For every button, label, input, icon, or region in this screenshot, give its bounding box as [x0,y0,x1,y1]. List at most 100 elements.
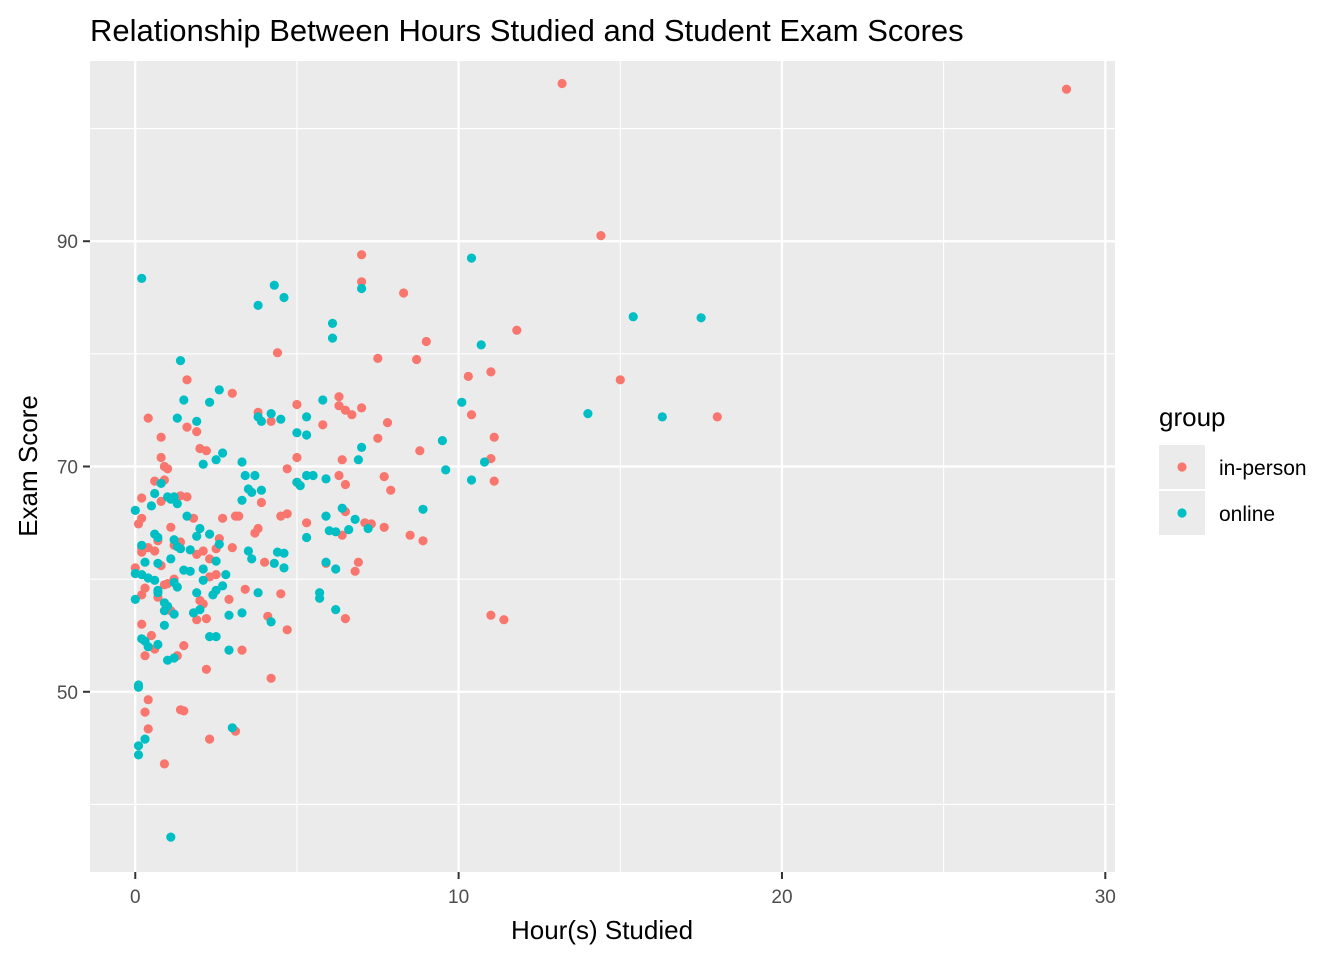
data-point [256,497,266,508]
data-point [334,470,344,481]
data-point [205,734,215,744]
data-point [260,557,270,567]
data-point [159,759,169,769]
data-point [253,588,263,598]
data-point [153,639,163,650]
data-point [169,609,179,619]
data-point [140,734,150,744]
data-point [357,283,367,294]
data-point [463,371,473,381]
data-point [363,523,373,534]
data-point [214,539,224,549]
data-point [159,606,169,616]
data-point [327,333,338,343]
data-point [302,470,312,481]
data-point [266,617,276,627]
data-point [218,448,228,458]
data-point [153,588,163,598]
data-point [192,531,202,541]
data-point [279,563,289,573]
data-point [247,487,257,497]
data-point [489,432,499,442]
data-point [628,312,638,322]
data-point [198,459,208,469]
data-point [227,543,237,553]
x-tick-label: 10 [448,887,469,908]
data-point [237,608,247,618]
data-point [357,250,367,260]
data-point [357,403,367,413]
data-point [405,530,415,540]
data-point [276,511,286,521]
data-point [353,455,363,465]
data-point [140,707,150,717]
data-point [156,432,166,442]
data-point [308,470,318,481]
y-tick-label: 70 [57,458,78,479]
series-online [130,253,706,842]
data-point [1061,84,1072,94]
data-point [373,353,383,363]
data-point [415,446,425,456]
data-point [357,277,367,287]
data-point [137,619,147,629]
data-point [256,485,266,495]
data-point [386,485,396,495]
legend-label-in-person: in-person [1219,457,1307,480]
data-point [159,580,169,590]
data-point [292,452,302,463]
data-point [137,493,147,503]
data-point [331,564,341,574]
data-point [185,545,195,555]
data-point [331,605,341,615]
data-point [237,645,247,655]
data-point [302,532,312,543]
data-point [137,540,147,550]
data-point [153,532,163,543]
data-point [195,523,205,534]
data-point [292,477,302,487]
data-point [172,413,182,423]
data-point [156,496,166,506]
x-axis-title: Hour(s) Studied [511,915,693,945]
data-point [266,409,276,419]
data-point [175,356,186,366]
data-point [466,410,477,420]
data-point [179,395,189,405]
data-point [146,501,156,511]
data-point [347,410,357,420]
x-axis: 0 10 20 30 [130,872,1116,908]
data-point [353,557,363,567]
x-tick-label: 0 [130,887,141,908]
plot-panel [90,61,1115,872]
data-point [696,313,706,323]
data-point [172,582,182,592]
data-point [234,511,244,521]
data-point [324,526,334,536]
data-point [596,231,606,241]
data-point [140,651,150,661]
y-tick-label: 50 [57,683,78,704]
data-point [211,556,221,566]
data-point [418,504,428,514]
data-point [137,273,147,283]
data-point [224,610,234,620]
data-point [250,470,260,481]
data-point [340,479,350,490]
data-point [327,318,338,328]
data-point [337,455,347,465]
data-point [159,620,169,630]
data-point [205,397,215,407]
data-point [269,558,279,569]
data-point [334,392,344,402]
data-point [256,416,266,426]
data-point [214,385,224,395]
data-point [146,630,156,641]
data-point [211,632,221,642]
legend-swatch-online [1177,508,1187,518]
data-point [340,614,350,624]
data-point [318,395,328,405]
data-point [153,558,163,569]
data-point [321,474,331,484]
